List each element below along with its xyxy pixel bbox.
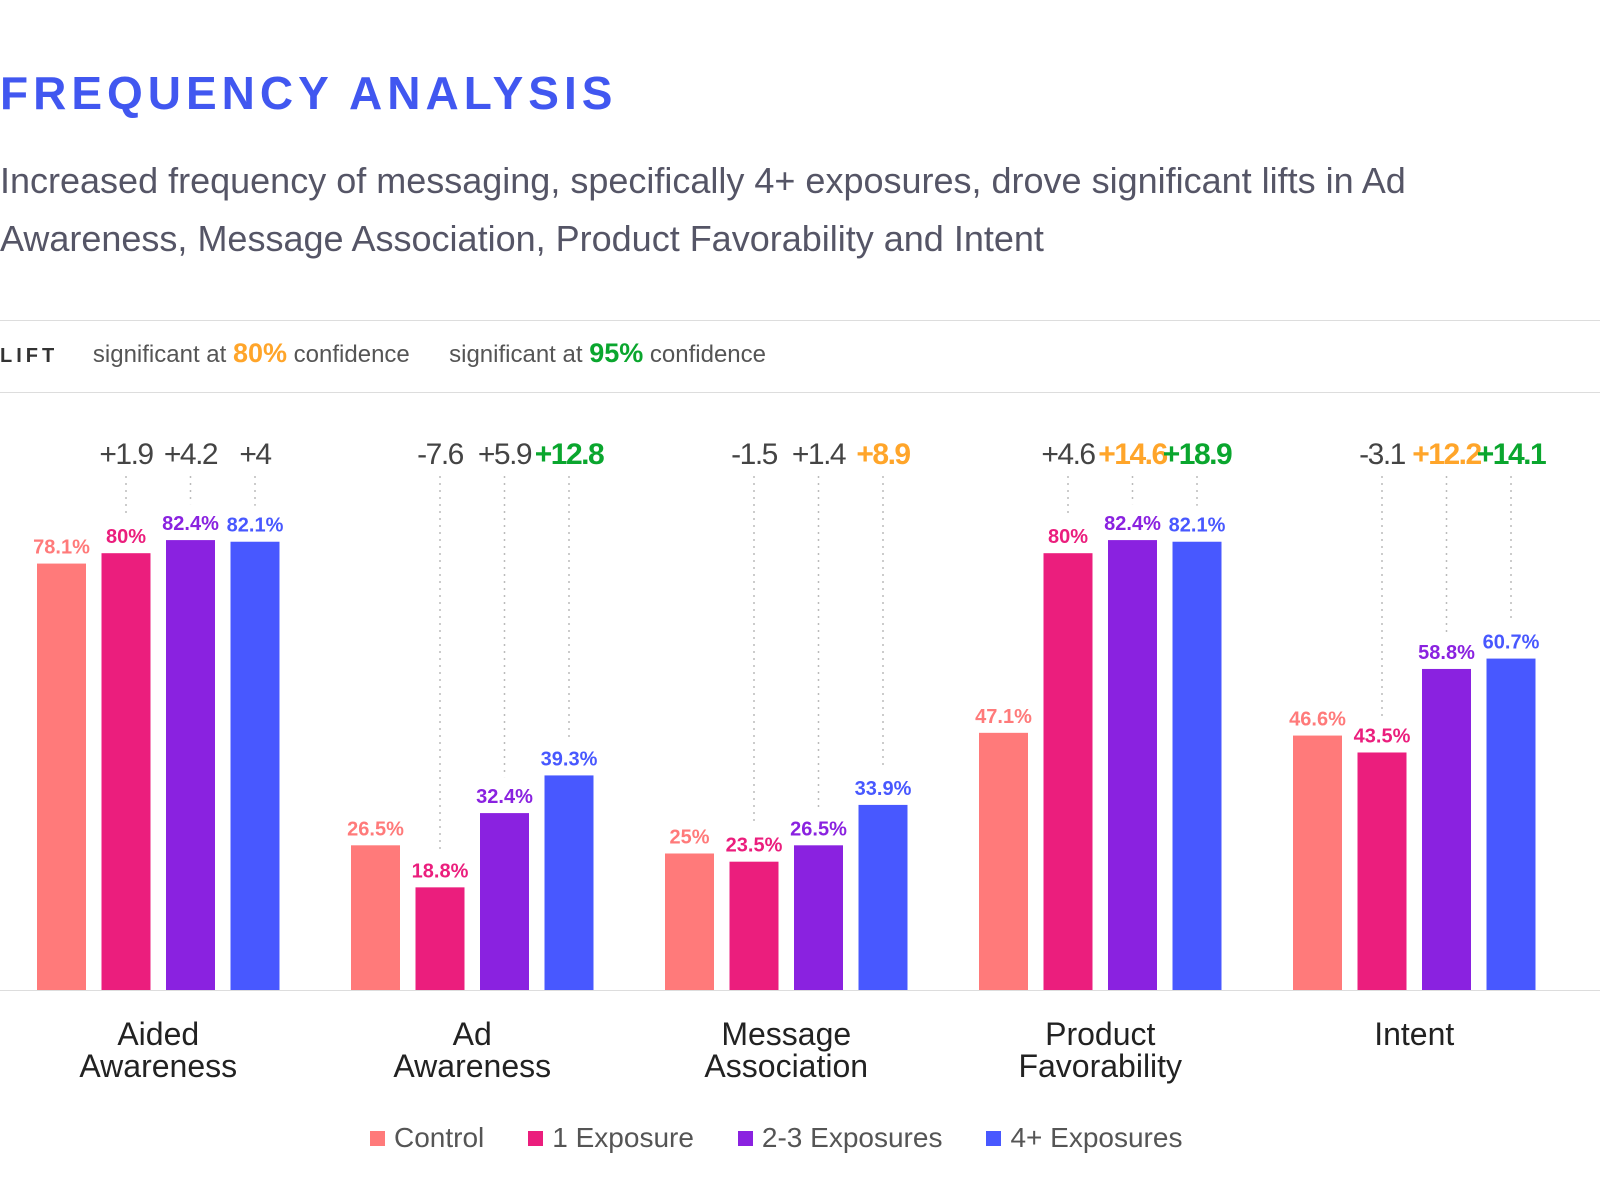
category-label: Ad <box>453 1016 492 1052</box>
lift-label: -7.6 <box>417 438 464 471</box>
bar <box>1357 752 1407 990</box>
bar <box>1108 540 1157 990</box>
data-label: 32.4% <box>476 786 533 808</box>
data-label: 82.1% <box>227 515 284 537</box>
bar <box>794 845 843 990</box>
category-label: Intent <box>1374 1016 1454 1052</box>
bar <box>544 775 594 990</box>
data-label: 25% <box>669 827 709 849</box>
legend-label: Control <box>394 1122 485 1153</box>
legend-label: 4+ Exposures <box>1010 1122 1183 1153</box>
lift-label: LIFT <box>0 345 59 367</box>
data-label: 80% <box>106 526 146 548</box>
sig80-prefix: significant at <box>92 341 233 368</box>
legend-label: 1 Exposure <box>552 1122 694 1153</box>
category-label: Awareness <box>79 1048 237 1084</box>
bar <box>1422 668 1471 990</box>
data-label: 82.1% <box>1169 515 1226 537</box>
category-label: Aided <box>117 1016 199 1052</box>
data-label: 23.5% <box>726 835 783 857</box>
data-label: 39.3% <box>541 748 598 770</box>
data-label: 47.1% <box>975 706 1032 728</box>
bar <box>166 540 215 990</box>
category-label: Product <box>1045 1016 1155 1052</box>
bar <box>858 804 908 990</box>
sig95-prefix: significant at <box>449 341 590 368</box>
legend-item: 2-3 Exposures <box>737 1122 943 1154</box>
lift-label: +4.2 <box>164 438 218 471</box>
sig95-suffix: confidence <box>643 341 767 368</box>
lift-label: +4 <box>239 438 271 471</box>
divider <box>0 320 1600 321</box>
lift-label: +4.6 <box>1041 438 1095 471</box>
lift-label: -3.1 <box>1359 438 1406 471</box>
legend-label: 2-3 Exposures <box>761 1122 943 1153</box>
data-label: 33.9% <box>855 778 912 800</box>
bar <box>351 845 400 990</box>
sig80-value: 80% <box>232 338 288 368</box>
legend-swatch <box>528 1131 544 1146</box>
data-label: 43.5% <box>1354 725 1411 747</box>
legend-swatch <box>370 1131 385 1146</box>
bar <box>665 853 714 990</box>
bar <box>101 553 151 990</box>
lift-label: +14.6 <box>1098 438 1167 471</box>
sig80-suffix: confidence <box>287 341 410 368</box>
category-label: Message <box>721 1016 851 1052</box>
lift-label: +12.2 <box>1412 438 1481 471</box>
data-label: 80% <box>1048 526 1088 548</box>
legend-swatch <box>986 1131 1002 1146</box>
bar <box>37 563 86 990</box>
lift-label: -1.5 <box>731 438 778 471</box>
legend: Control 1 Exposure 2-3 Exposures 4+ Exposur… <box>370 1122 1182 1154</box>
data-label: 60.7% <box>1483 632 1540 654</box>
lift-label: +8.9 <box>856 438 910 471</box>
sig95-value: 95% <box>589 338 644 368</box>
legend-swatch <box>737 1131 753 1146</box>
bar <box>415 887 465 990</box>
data-label: 82.4% <box>162 513 219 535</box>
data-label: 26.5% <box>790 818 847 840</box>
legend-item: 1 Exposure <box>528 1122 694 1154</box>
category-label: Association <box>704 1048 868 1084</box>
data-label: 78.1% <box>33 537 90 559</box>
bar <box>1172 541 1222 990</box>
lift-label: +14.1 <box>1477 438 1546 471</box>
bar <box>729 861 779 990</box>
data-label: 82.4% <box>1104 513 1161 535</box>
page-title: FREQUENCY ANALYSIS <box>0 67 618 119</box>
divider <box>0 392 1600 393</box>
lift-label: +1.4 <box>792 438 846 471</box>
page-subtitle: Increased frequency of messaging, specif… <box>0 160 1406 259</box>
lift-label: +5.9 <box>478 438 532 471</box>
data-label: 58.8% <box>1418 642 1475 664</box>
lift-label: +18.9 <box>1163 438 1232 471</box>
data-label: 18.8% <box>412 860 469 882</box>
lift-legend: LIFT significant at 80% confidence signi… <box>0 338 766 369</box>
bar <box>1293 735 1342 990</box>
category-label: Awareness <box>393 1048 551 1084</box>
bar <box>480 813 529 990</box>
bar <box>230 541 280 990</box>
legend-item: 4+ Exposures <box>986 1122 1182 1154</box>
data-label: 46.6% <box>1289 709 1346 731</box>
lift-label: +1.9 <box>99 438 153 471</box>
bar <box>1486 658 1536 990</box>
bar <box>979 732 1028 990</box>
bar <box>1043 553 1093 990</box>
legend-item: Control <box>370 1122 484 1154</box>
data-label: 26.5% <box>347 818 404 840</box>
category-label: Favorability <box>1018 1048 1182 1084</box>
lift-label: +12.8 <box>535 438 604 471</box>
